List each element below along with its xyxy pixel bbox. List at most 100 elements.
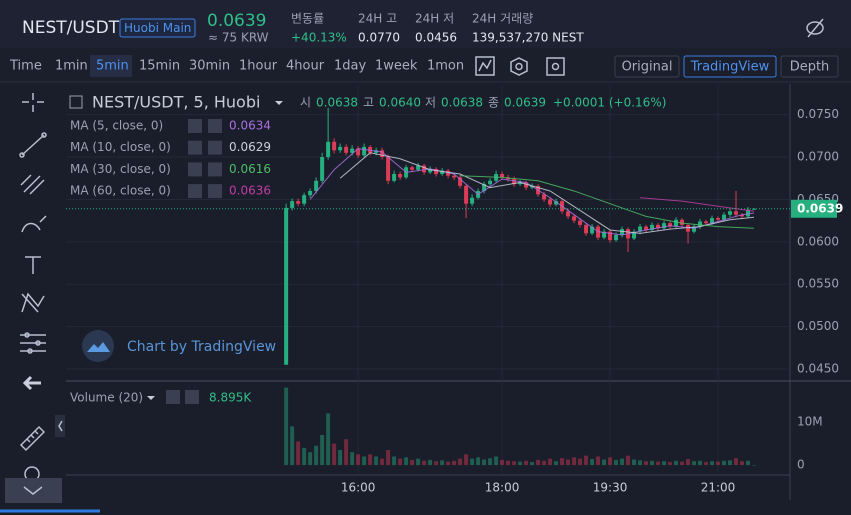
hide-icon[interactable] — [806, 18, 824, 38]
volume-bar — [698, 460, 703, 466]
candle-body — [650, 224, 655, 230]
ma-legend-value: 0.0629 — [229, 140, 271, 154]
volume-bar — [296, 441, 301, 466]
interval[interactable]: 1min — [55, 59, 88, 74]
y-tick-label: 0.0450 — [797, 361, 839, 375]
volume-bar — [752, 465, 757, 466]
candle-body — [710, 218, 715, 224]
candle-body — [590, 226, 595, 234]
volume-bar — [284, 387, 289, 466]
candle-body — [488, 180, 493, 185]
candle-body — [584, 224, 589, 234]
caret[interactable] — [147, 396, 155, 400]
view-label[interactable]: Depth — [790, 60, 830, 75]
candle-body — [296, 201, 301, 204]
interval[interactable]: 5min — [96, 59, 129, 74]
ma-remove[interactable] — [208, 184, 222, 199]
panel-tab[interactable] — [55, 415, 65, 437]
chevron — [23, 486, 43, 495]
candle-body — [662, 223, 667, 229]
view-button[interactable] — [780, 55, 839, 78]
view-label[interactable]: Original — [622, 60, 673, 75]
caret[interactable] — [275, 101, 283, 105]
candle-body — [686, 224, 691, 232]
view-button[interactable] — [614, 55, 680, 78]
exchange[interactable]: Huobi Main — [124, 21, 191, 35]
ma-settings[interactable] — [188, 184, 202, 199]
candle-body — [548, 199, 553, 205]
candle-body — [356, 148, 361, 156]
high: 0.0770 — [358, 31, 400, 45]
candle-body — [518, 182, 523, 185]
volume-bar — [470, 458, 475, 466]
collapse-legend[interactable] — [69, 95, 83, 109]
interval[interactable]: 1week — [375, 59, 418, 74]
candle-body — [332, 141, 337, 151]
candle-body — [338, 146, 343, 151]
toolbar-icons[interactable] — [475, 56, 565, 76]
interval[interactable]: 1day — [334, 59, 366, 74]
candle-body — [416, 165, 421, 170]
last-price-label: 0.0639 — [797, 201, 843, 215]
candle-body — [620, 229, 625, 236]
ma-remove[interactable] — [208, 119, 222, 133]
volume-bar — [308, 452, 313, 466]
volume-bar — [680, 461, 685, 466]
candle-body — [752, 208, 757, 210]
ma-settings[interactable] — [188, 162, 202, 177]
candle-body — [302, 195, 307, 204]
interval[interactable]: 1hour — [239, 59, 278, 74]
exchange-badge[interactable] — [119, 18, 196, 38]
volume-bar — [740, 461, 745, 466]
volume-tick-label: 10M — [797, 415, 823, 429]
volume-bar — [434, 461, 439, 466]
candle-body — [410, 167, 415, 170]
ma-settings[interactable] — [188, 140, 202, 155]
ma-remove[interactable] — [208, 162, 222, 177]
collapse-button[interactable] — [5, 478, 62, 503]
volume-bar — [398, 458, 403, 466]
candle-body — [566, 211, 571, 217]
candle-body — [314, 180, 319, 191]
volume-value: 8.895K — [209, 391, 252, 405]
candle-body — [320, 157, 325, 181]
remove-button[interactable] — [185, 390, 199, 404]
candle-body — [512, 179, 517, 185]
candle-body — [722, 214, 727, 220]
candle-body — [500, 174, 505, 178]
ma-legend-value: 0.0634 — [229, 119, 271, 133]
volume-bar — [704, 462, 709, 466]
volume-bar — [458, 458, 463, 466]
interval: Time — [9, 59, 42, 74]
ma-settings[interactable] — [188, 119, 202, 133]
view-label[interactable]: TradingView — [690, 60, 770, 75]
interval[interactable]: 1mon — [427, 59, 464, 74]
volume-bar — [710, 461, 715, 466]
volume-bar — [332, 443, 337, 466]
volume-bar — [734, 458, 739, 466]
candle-body — [290, 201, 295, 208]
candle-body — [680, 219, 685, 225]
settings-button[interactable] — [166, 390, 180, 404]
candle-body — [668, 223, 673, 227]
candle-body — [656, 224, 661, 229]
view-button[interactable] — [683, 55, 777, 78]
volume-bar — [500, 459, 505, 466]
volume-bar — [602, 459, 607, 466]
interval[interactable]: 4hour — [286, 59, 325, 74]
volume-label: 24H 거래량 — [472, 12, 533, 26]
volume-bar — [446, 461, 451, 466]
candle-body — [392, 174, 397, 181]
low-label: 24H 저 — [415, 12, 454, 26]
volume-bar — [476, 457, 481, 466]
volume: 139,537,270 NEST — [472, 31, 584, 45]
volume-bar — [362, 456, 367, 466]
candle-body — [482, 184, 487, 191]
ohlc-label: 종 — [488, 96, 499, 110]
candle-body — [308, 190, 313, 196]
interval[interactable]: 15min — [139, 59, 180, 74]
interval[interactable]: 30min — [189, 59, 230, 74]
y-tick-label: 0.0700 — [797, 150, 839, 164]
ma-remove[interactable] — [208, 140, 222, 155]
